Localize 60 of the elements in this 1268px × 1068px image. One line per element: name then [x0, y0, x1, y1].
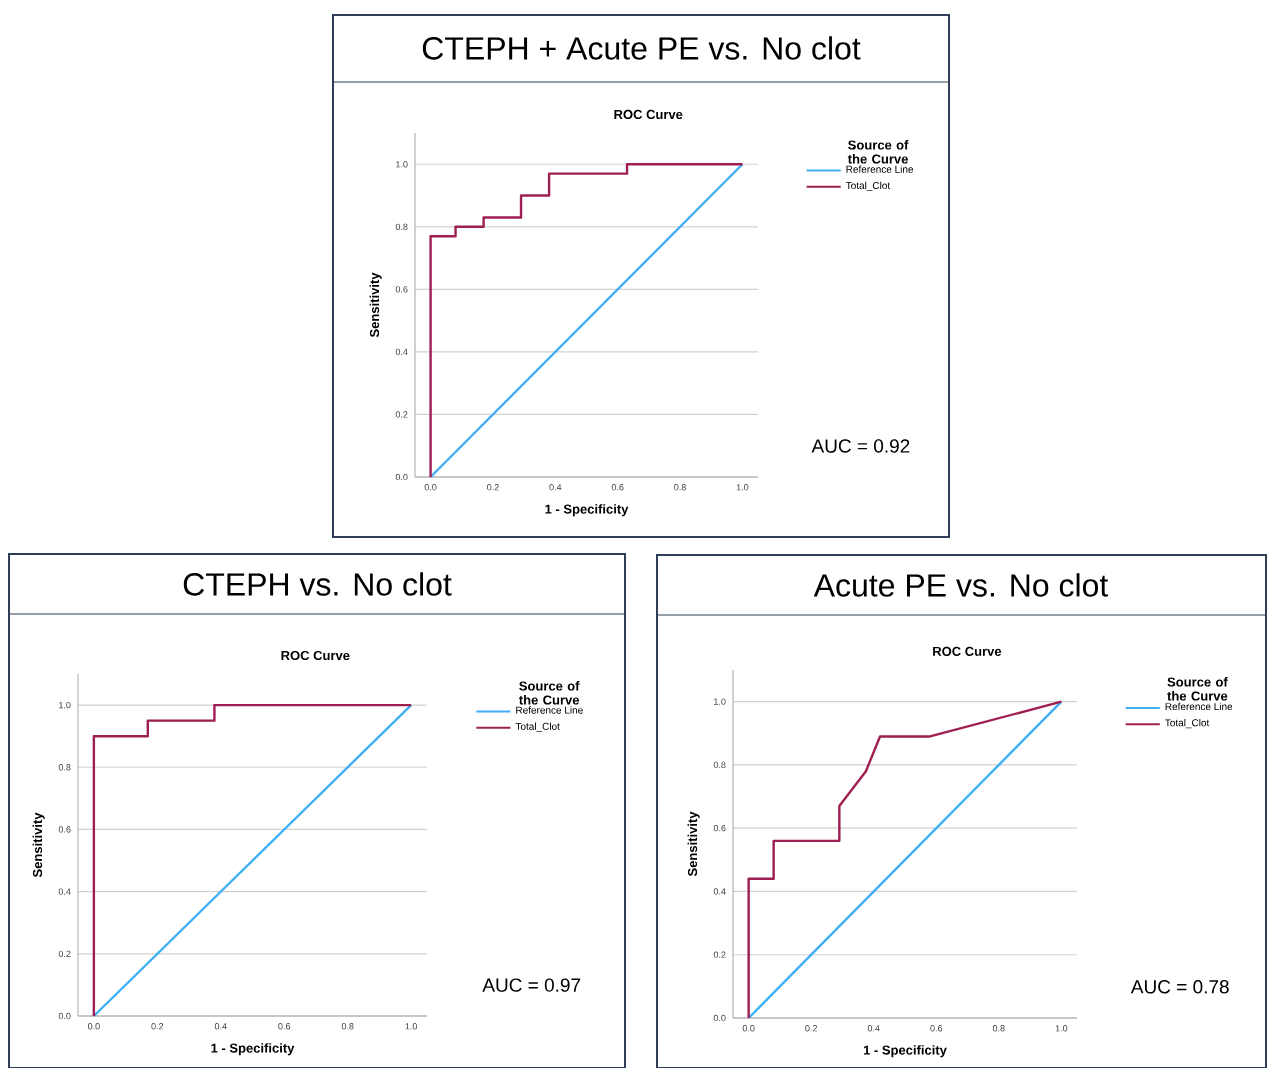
- x-tick-label: 0.4: [867, 1025, 880, 1032]
- y-tick-label: 1.0: [59, 701, 71, 709]
- y-tick-label: 0.0: [395, 473, 408, 481]
- x-tick-label: 1.0: [1055, 1025, 1068, 1032]
- y-tick-label: 0.6: [58, 826, 71, 833]
- y-tick-label: 0.8: [395, 223, 408, 230]
- x-tick-label: 0.6: [611, 484, 624, 491]
- x-tick-label: 0.4: [549, 484, 562, 491]
- y-tick-label: 0.0: [58, 1012, 71, 1020]
- y-tick-label: 0.4: [713, 888, 726, 895]
- y-axis-title: Sensitivity: [369, 272, 382, 338]
- x-tick-label: 0.8: [992, 1025, 1005, 1032]
- x-tick-label: 0.4: [214, 1023, 227, 1030]
- x-tick-label: 0.8: [674, 484, 686, 491]
- y-axis-title: Sensitivity: [32, 812, 45, 878]
- text: AUC = 0.97: [482, 978, 581, 992]
- y-tick-label: 0.2: [713, 951, 726, 958]
- y-axis-title: Sensitivity: [687, 811, 700, 877]
- legend-label: Total_Clot: [1165, 719, 1210, 729]
- y-tick-label: 0.2: [395, 411, 408, 418]
- legend-title: Source of the Curve: [847, 140, 909, 164]
- chart-subtitle: ROC Curve: [614, 109, 683, 120]
- legend-title: Source of the Curve: [1167, 677, 1228, 701]
- y-tick-label: 0.0: [713, 1014, 726, 1022]
- text: AUC = 0.78: [1130, 980, 1229, 994]
- x-tick-label: 0.6: [930, 1025, 943, 1032]
- legend-label: Total_Clot: [515, 722, 560, 732]
- x-tick-label: 0.2: [487, 484, 499, 491]
- legend-label: Reference Line: [1165, 702, 1233, 711]
- x-tick-label: 0.0: [742, 1025, 755, 1032]
- y-tick-label: 1.0: [396, 161, 408, 168]
- text: AUC = 0.92: [811, 439, 910, 453]
- y-tick-label: 0.2: [58, 950, 71, 958]
- x-tick-label: 0.8: [341, 1023, 354, 1030]
- chart-title: CTEPH vs. No clot: [183, 572, 452, 596]
- y-tick-label: 0.4: [58, 888, 71, 895]
- chart-subtitle: ROC Curve: [933, 646, 1002, 656]
- x-tick-label: 1.0: [736, 484, 749, 491]
- legend-title: Source of the Curve: [518, 681, 580, 705]
- y-tick-label: 0.6: [713, 825, 726, 832]
- x-axis-title: 1 - Specificity: [545, 504, 629, 517]
- x-axis-title: 1 - Specificity: [211, 1043, 295, 1056]
- legend-label: Total_Clot: [845, 181, 891, 191]
- chart-title: CTEPH + Acute PE vs. No clot: [422, 36, 861, 60]
- legend-label: Reference Line: [516, 706, 583, 714]
- y-tick-label: 0.8: [58, 764, 71, 771]
- x-tick-label: 0.0: [87, 1023, 100, 1030]
- y-tick-label: 1.0: [714, 698, 726, 705]
- legend-label: Reference Line: [846, 165, 914, 173]
- x-axis-title: 1 - Specificity: [863, 1045, 947, 1058]
- chart-subtitle: ROC Curve: [281, 650, 350, 661]
- x-tick-label: 0.2: [151, 1023, 164, 1030]
- x-tick-label: 0.2: [805, 1025, 817, 1032]
- y-tick-label: 0.8: [713, 761, 726, 769]
- y-tick-label: 0.6: [395, 286, 408, 293]
- chart-title: Acute PE vs. No clot: [813, 573, 1109, 597]
- x-tick-label: 0.0: [424, 484, 437, 491]
- y-tick-label: 0.4: [395, 348, 408, 356]
- x-tick-label: 0.6: [278, 1023, 291, 1030]
- x-tick-label: 1.0: [405, 1023, 418, 1030]
